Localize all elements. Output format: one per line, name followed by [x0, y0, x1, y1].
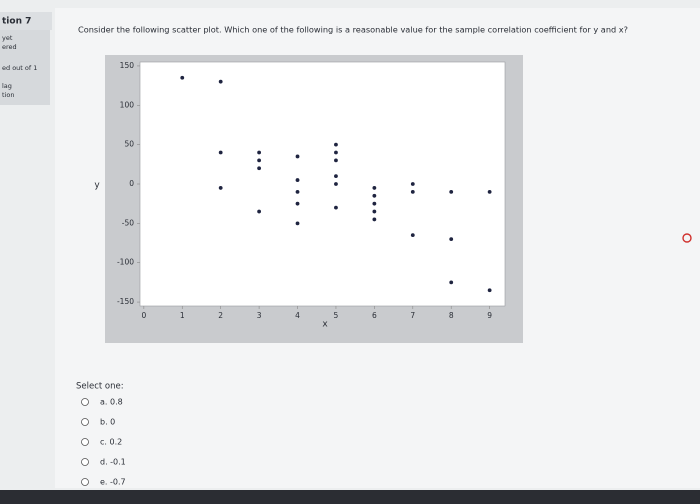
- x-tick-label: 3: [257, 311, 262, 320]
- point: [410, 233, 415, 238]
- point: [334, 158, 338, 163]
- x-tick-label: 0: [141, 311, 146, 320]
- point: [334, 142, 338, 147]
- point: [295, 221, 300, 226]
- x-tick-label: 2: [218, 311, 223, 320]
- point: [449, 237, 454, 241]
- taskbar: [0, 490, 700, 504]
- y-tick-label: 50: [124, 140, 134, 149]
- point: [372, 193, 377, 198]
- point: [257, 158, 262, 163]
- point: [334, 150, 338, 155]
- point: [218, 79, 223, 84]
- point: [257, 209, 262, 214]
- x-tick-label: 4: [295, 311, 300, 320]
- x-tick-label: 5: [334, 311, 339, 320]
- point: [295, 189, 300, 194]
- options: a. 0.8 b. 0 c. 0.2 d. -0.1 e. -0.7: [81, 398, 126, 487]
- flag[interactable]: lag: [2, 82, 12, 90]
- y-tick-label: -50: [122, 218, 134, 227]
- flag[interactable]: tion: [2, 91, 14, 99]
- point: [334, 182, 338, 186]
- point: [410, 182, 415, 186]
- point: [372, 186, 377, 190]
- point: [218, 186, 223, 190]
- answer-prompt: Select one:: [76, 382, 124, 392]
- question-number: tion 7: [2, 17, 31, 27]
- point: [180, 75, 185, 80]
- point: [410, 189, 415, 194]
- y-tick-label: -150: [117, 297, 134, 306]
- y-tick-label: -100: [117, 258, 134, 267]
- radio-button[interactable]: [81, 458, 89, 466]
- y-tick-label: 150: [120, 61, 135, 70]
- point: [334, 205, 338, 210]
- option-label: a. 0.8: [100, 398, 123, 407]
- plot-area: [139, 61, 506, 307]
- radio-button[interactable]: [81, 478, 89, 486]
- y-axis-label: y: [94, 181, 100, 191]
- status: ered: [2, 43, 17, 51]
- question-header: [0, 12, 52, 30]
- info-box: [0, 30, 50, 105]
- x-tick-label: 7: [410, 311, 415, 320]
- radio-button[interactable]: [81, 418, 89, 426]
- option-label: c. 0.2: [100, 438, 122, 447]
- point: [295, 154, 300, 159]
- point: [487, 189, 492, 194]
- point: [334, 174, 338, 179]
- y-tick-label: 100: [120, 100, 135, 109]
- point: [449, 189, 454, 194]
- point: [372, 201, 377, 206]
- x-tick-label: 6: [372, 311, 377, 320]
- option-label: b. 0: [100, 418, 115, 427]
- option-label: e. -0.7: [100, 478, 126, 487]
- point: [295, 178, 300, 182]
- point: [218, 150, 223, 155]
- point: [295, 201, 300, 206]
- status: yet: [2, 34, 13, 42]
- marks: ed out of 1: [2, 64, 37, 72]
- point: [449, 280, 454, 285]
- point: [257, 150, 262, 155]
- x-tick-label: 1: [180, 311, 185, 320]
- point: [372, 209, 377, 214]
- radio-button[interactable]: [81, 398, 89, 406]
- question-text: Consider the following scatter plot. Whi…: [78, 25, 628, 35]
- x-tick-label: 8: [449, 311, 454, 320]
- x-axis-label: x: [322, 320, 328, 330]
- radio-button[interactable]: [81, 438, 89, 446]
- y-tick-label: 0: [129, 179, 134, 188]
- x-tick-label: 9: [487, 311, 492, 320]
- point: [372, 217, 377, 222]
- option-label: d. -0.1: [100, 458, 126, 467]
- error-icon: [682, 233, 692, 243]
- point: [487, 288, 492, 293]
- point: [257, 166, 262, 171]
